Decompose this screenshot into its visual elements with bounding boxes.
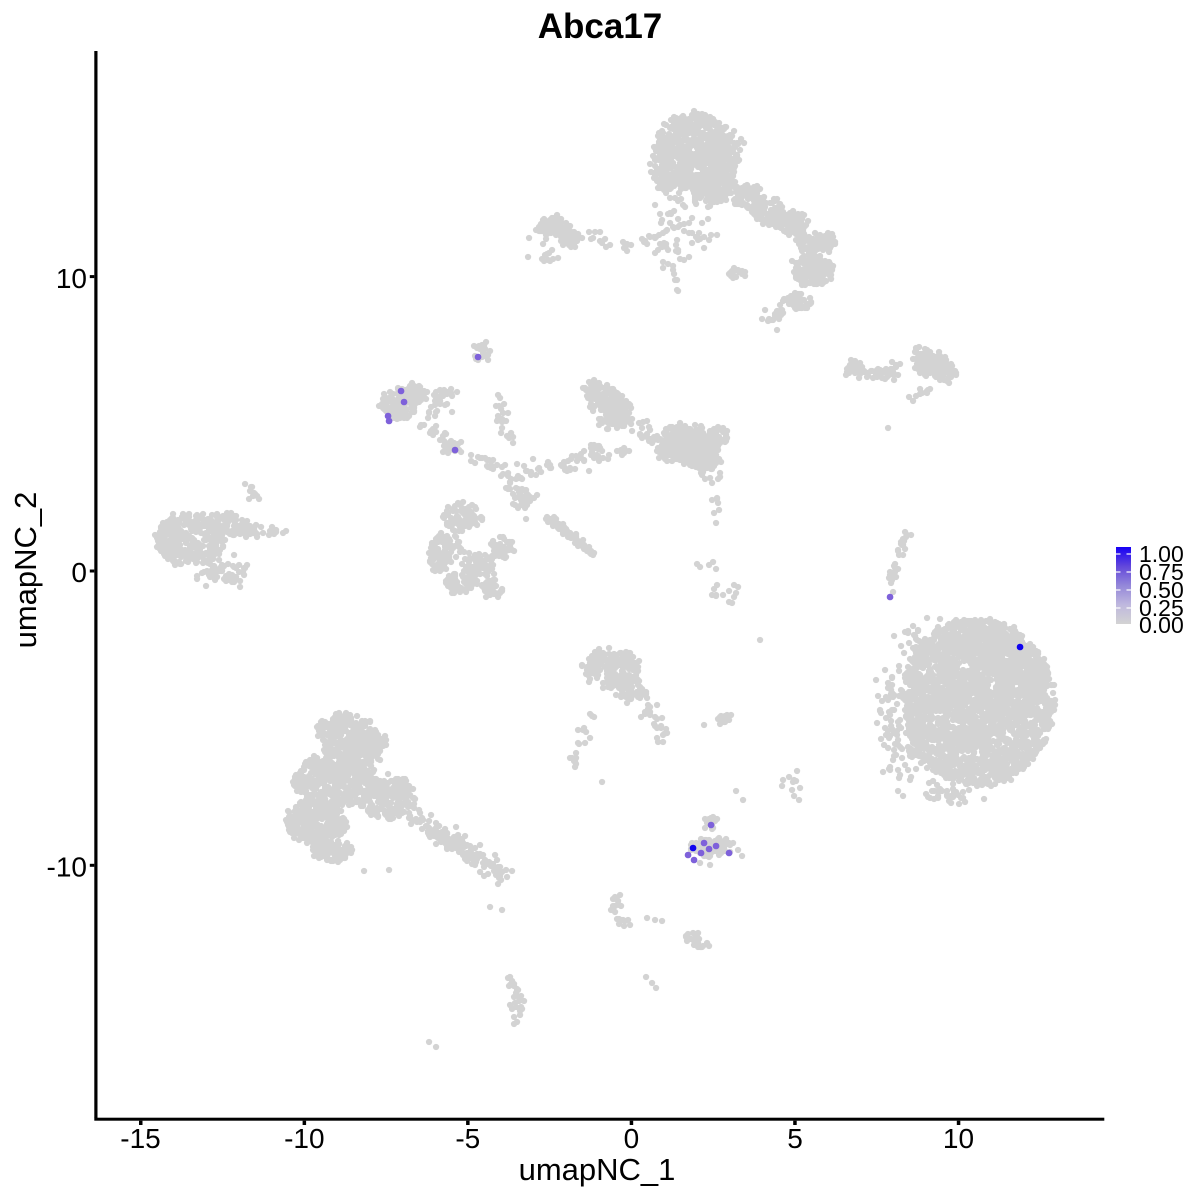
svg-text:-5: -5 <box>455 1123 480 1154</box>
svg-text:0.25: 0.25 <box>1139 595 1184 621</box>
svg-text:0.50: 0.50 <box>1139 577 1184 603</box>
svg-text:5: 5 <box>787 1123 803 1154</box>
svg-text:0.00: 0.00 <box>1139 612 1184 638</box>
svg-text:0: 0 <box>71 557 87 588</box>
svg-text:umapNC_2: umapNC_2 <box>8 492 43 649</box>
svg-text:-10: -10 <box>47 851 87 882</box>
svg-text:0.75: 0.75 <box>1139 559 1184 585</box>
svg-text:1.00: 1.00 <box>1139 541 1184 567</box>
svg-text:-10: -10 <box>284 1123 324 1154</box>
svg-text:-15: -15 <box>120 1123 160 1154</box>
svg-text:umapNC_1: umapNC_1 <box>519 1152 676 1187</box>
svg-text:0: 0 <box>624 1123 640 1154</box>
svg-text:10: 10 <box>56 263 87 294</box>
svg-text:Abca17: Abca17 <box>538 7 663 46</box>
svg-text:10: 10 <box>943 1123 974 1154</box>
